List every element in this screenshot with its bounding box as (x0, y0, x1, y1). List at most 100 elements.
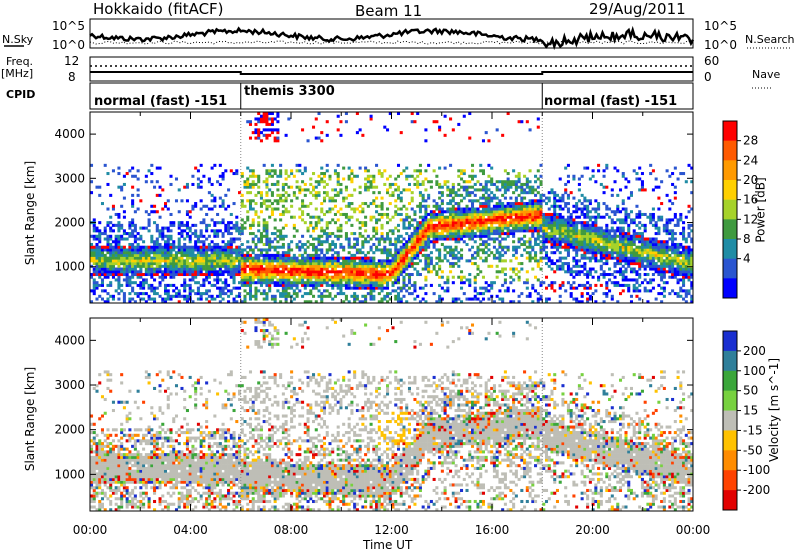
heatmap-cell (517, 237, 521, 241)
heatmap-cell (268, 242, 272, 246)
heatmap-cell (221, 248, 225, 252)
heatmap-cell (205, 256, 209, 260)
heatmap-cell (536, 218, 540, 222)
heatmap-cell (364, 229, 368, 233)
heatmap-cell (553, 251, 557, 255)
heatmap-cell (602, 300, 606, 304)
heatmap-cell (580, 292, 584, 296)
heatmap-cell (446, 223, 450, 227)
heatmap-cell (399, 251, 403, 255)
heatmap-cell (525, 207, 529, 211)
heatmap-cell (312, 193, 316, 197)
heatmap-cell (216, 180, 220, 184)
heatmap-cell (336, 163, 340, 167)
heatmap-cell (446, 245, 450, 249)
heatmap-cell (114, 248, 118, 252)
heatmap-cell (322, 294, 327, 298)
heatmap-cell (594, 210, 598, 214)
heatmap-cell (235, 226, 239, 230)
heatmap-cell (517, 177, 521, 181)
heatmap-cell (602, 232, 606, 236)
heatmap-cell (147, 297, 151, 301)
heatmap-cell (216, 259, 220, 263)
heatmap-cell (421, 193, 425, 197)
heatmap-cell (399, 256, 403, 260)
heatmap-cell (375, 245, 379, 249)
heatmap-cell (164, 262, 168, 266)
heatmap-cell (248, 191, 253, 195)
heatmap-cell (320, 278, 324, 282)
heatmap-cell (369, 218, 373, 222)
heatmap-cell (155, 210, 159, 214)
heatmap-cell (539, 204, 543, 208)
heatmap-cell (438, 232, 442, 236)
heatmap-cell (185, 251, 189, 255)
heatmap-cell (377, 283, 381, 287)
heatmap-cell (402, 221, 406, 225)
heatmap-cell (279, 172, 283, 176)
heatmap-cell (484, 199, 488, 203)
heatmap-cell (320, 300, 324, 304)
heatmap-cell (172, 223, 176, 227)
heatmap-cell (446, 207, 450, 211)
heatmap-cell (205, 262, 209, 266)
heatmap-cell (259, 204, 263, 208)
heatmap-cell (429, 180, 433, 184)
heatmap-cell (386, 294, 390, 298)
heatmap-cell (254, 267, 258, 271)
heatmap-cell (487, 226, 491, 230)
heatmap-cell (355, 281, 359, 285)
heatmap-cell (188, 248, 192, 252)
heatmap-cell (164, 292, 168, 296)
heatmap-cell (391, 232, 395, 236)
heatmap-cell (564, 234, 568, 238)
heatmap-cell (257, 275, 261, 279)
heatmap-cell (259, 114, 263, 118)
heatmap-cell (314, 267, 318, 271)
heatmap-cell (358, 283, 362, 287)
heatmap-cell (498, 188, 502, 192)
heatmap-cell (487, 289, 491, 293)
heatmap-cell (142, 253, 146, 257)
heatmap-cell (95, 229, 99, 233)
heatmap-cell (111, 264, 115, 268)
heatmap-cell (254, 182, 258, 186)
heatmap-cell (295, 294, 299, 298)
heatmap-cell (144, 300, 148, 304)
heatmap-cell (558, 207, 562, 211)
heatmap-cell (185, 256, 189, 260)
heatmap-cell (254, 270, 258, 274)
heatmap-cell (284, 300, 288, 304)
heatmap-cell (470, 218, 475, 222)
heatmap-cell (506, 188, 510, 192)
heatmap-cell (462, 207, 466, 211)
heatmap-cell (520, 210, 524, 214)
heatmap-cell (451, 204, 455, 208)
heatmap-cell (528, 292, 532, 296)
heatmap-cell (520, 223, 524, 227)
heatmap-cell (238, 267, 242, 271)
heatmap-cell (95, 272, 99, 277)
heatmap-cell (632, 289, 636, 293)
heatmap-cell (657, 270, 661, 274)
heatmap-cell (386, 300, 390, 304)
heatmap-cell (566, 281, 570, 285)
heatmap-cell (292, 226, 296, 230)
heatmap-cell (407, 223, 411, 227)
heatmap-cell (473, 256, 477, 260)
heatmap-cell (218, 294, 222, 298)
heatmap-cell (555, 199, 559, 203)
heatmap-cell (185, 248, 189, 252)
heatmap-cell (613, 251, 617, 255)
heatmap-cell (312, 172, 316, 176)
heatmap-cell (460, 270, 464, 274)
heatmap-cell (410, 223, 414, 227)
heatmap-cell (580, 174, 584, 178)
heatmap-cell (309, 177, 313, 181)
heatmap-cell (572, 210, 576, 214)
heatmap-cell (643, 264, 647, 268)
heatmap-cell (424, 242, 428, 246)
heatmap-cell (416, 262, 420, 266)
heatmap-cell (342, 196, 346, 200)
heatmap-cell (481, 275, 485, 279)
